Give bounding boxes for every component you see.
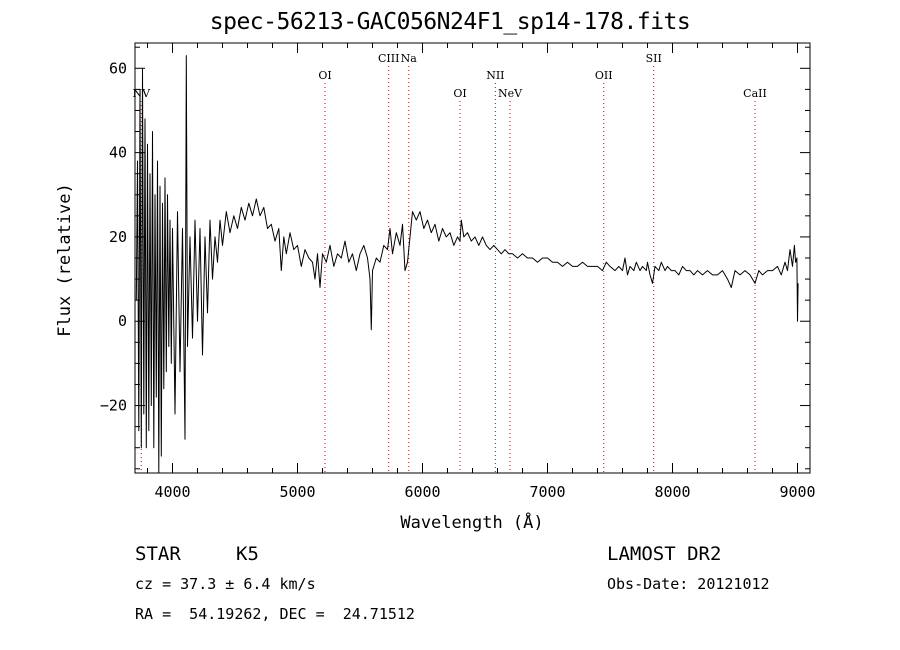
spectrum-line xyxy=(135,55,799,474)
x-tick-label: 6000 xyxy=(404,483,440,501)
x-tick-label: 8000 xyxy=(654,483,690,501)
spectral-line-label: OI xyxy=(318,69,331,82)
spectrum-layer xyxy=(135,55,799,474)
object-class: STAR xyxy=(135,543,181,565)
spectral-subclass: K5 xyxy=(236,543,259,565)
x-tick-label: 5000 xyxy=(279,483,315,501)
x-tick-label: 9000 xyxy=(779,483,815,501)
axes: 4000 5000 6000 7000 8000 9000 −20 0 20 40 60 xyxy=(100,42,816,501)
spectral-line-label: OII xyxy=(595,69,613,82)
spectral-line-label: NV xyxy=(132,87,151,100)
spectral-line-label: NII xyxy=(486,69,504,82)
y-tick-label: 40 xyxy=(109,144,127,162)
spectral-line-markers: NV OI CIII Na OI NII NeV OII SII CaII xyxy=(132,52,767,473)
x-axis-label: Wavelength (Å) xyxy=(400,511,543,533)
spectral-line-label: Na xyxy=(401,52,418,65)
spectral-line-label: NeV xyxy=(498,87,523,100)
spectral-line-label: CaII xyxy=(743,87,767,100)
x-tick-label: 7000 xyxy=(529,483,565,501)
spectral-line-label: OI xyxy=(453,87,466,100)
y-tick-label: 0 xyxy=(118,312,127,330)
y-tick-label: −20 xyxy=(100,397,127,415)
observation-date: Obs-Date: 20121012 xyxy=(607,575,770,593)
redshift-info: cz = 37.3 ± 6.4 km/s xyxy=(135,575,316,593)
plot-frame xyxy=(134,42,811,474)
chart-title: spec-56213-GAC056N24F1_sp14-178.fits xyxy=(209,9,691,35)
y-tick-label: 60 xyxy=(109,59,127,77)
spectral-line-label: CIII xyxy=(378,52,399,65)
y-axis-label: Flux (relative) xyxy=(55,183,75,337)
x-tick-label: 4000 xyxy=(154,483,190,501)
spectral-line-label: SII xyxy=(646,52,662,65)
y-tick-label: 20 xyxy=(109,228,127,246)
survey-name: LAMOST DR2 xyxy=(607,543,722,565)
coordinates-info: RA = 54.19262, DEC = 24.71512 xyxy=(135,605,415,623)
